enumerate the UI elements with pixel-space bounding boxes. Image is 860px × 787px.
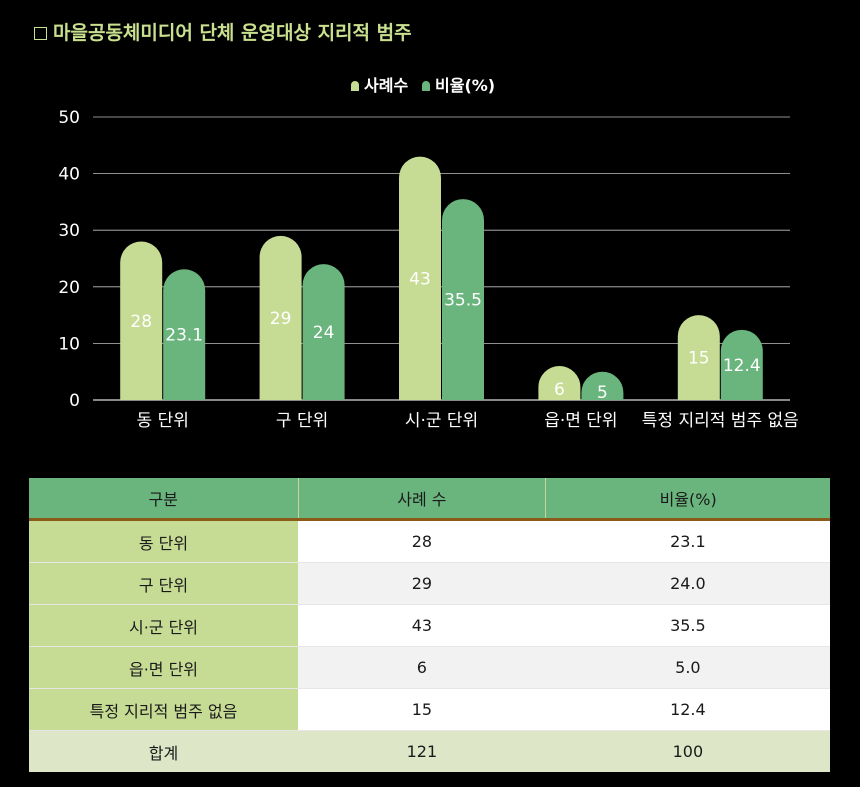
data-label: 15 [688,349,710,369]
bar-count [538,366,581,400]
bar-ratio [302,264,345,400]
legend-swatch [422,81,430,91]
table-row: 동 단위 28 23.1 [29,519,830,563]
data-label: 35.5 [444,291,482,311]
table-cell-category: 읍·면 단위 [29,646,298,689]
table-cell-count: 43 [298,604,546,647]
bar-ratio [581,371,624,400]
y-tick-label: 10 [58,334,80,354]
table-cell-ratio: 5.0 [545,646,830,689]
table-row: 시·군 단위 43 35.5 [29,604,830,647]
page-title: 마을공동체미디어 단체 운영대상 지리적 범주 [34,18,412,45]
data-table: 구분 사례 수 비율(%) 동 단위 28 23.1 구 단위 29 24.0 … [29,478,830,772]
y-tick-label: 30 [58,221,80,241]
y-tick-label: 20 [58,278,80,298]
bar-ratio [442,199,484,400]
table-row: 구 단위 29 24.0 [29,562,830,605]
bar-count [399,156,441,400]
table-total-count: 121 [298,730,546,772]
x-tick-label: 동 단위 [137,411,189,431]
table-header-count: 사례 수 [297,478,546,521]
table-header-ratio: 비율(%) [545,478,830,521]
bar-count [120,241,163,400]
x-tick-label: 시·군 단위 [405,411,478,431]
checkbox-icon [34,27,47,40]
table-row: 특정 지리적 범주 없음 15 12.4 [29,688,830,731]
table-header-row: 구분 사례 수 비율(%) [29,478,830,521]
page-title-text: 마을공동체미디어 단체 운영대상 지리적 범주 [53,22,412,44]
legend-label: 비율(%) [435,76,495,95]
data-label: 29 [270,309,292,329]
y-tick-label: 50 [58,108,80,128]
bar-ratio [163,269,206,400]
data-label: 23.1 [165,326,203,346]
data-label: 5 [597,383,608,403]
table-cell-count: 6 [298,646,546,689]
table-cell-category: 시·군 단위 [29,604,298,647]
data-label: 43 [409,269,431,289]
x-tick-label: 읍·면 단위 [544,411,617,431]
bar-chart: 0 10 20 30 40 50 28 23.1 동 단위 29 24 구 단위 43 35.5 시·군 단… [58,76,799,431]
table-cell-ratio: 12.4 [545,688,830,731]
bar-ratio [720,329,763,400]
x-tick-label: 특정 지리적 범주 없음 [642,411,799,431]
data-label: 6 [554,380,565,400]
table-cell-category: 특정 지리적 범주 없음 [29,688,298,731]
table-cell-ratio: 24.0 [545,562,830,605]
table-cell-ratio: 23.1 [545,519,830,563]
legend-swatch [351,81,359,91]
x-tick-label: 구 단위 [276,411,328,431]
table-cell-count: 28 [298,519,546,563]
table-total-label: 합계 [29,730,298,772]
y-tick-label: 40 [58,165,80,185]
bar-count [677,315,720,400]
legend-label: 사례수 [364,76,408,95]
table-header-category: 구분 [29,478,298,521]
data-label: 28 [130,312,152,332]
data-label: 12.4 [723,356,761,376]
data-label: 24 [313,323,335,343]
table-total-ratio: 100 [545,730,830,772]
table-cell-category: 구 단위 [29,562,298,605]
table-cell-count: 29 [298,562,546,605]
table-cell-count: 15 [298,688,546,731]
y-tick-label: 0 [69,391,80,411]
table-cell-ratio: 35.5 [545,604,830,647]
table-total-row: 합계 121 100 [29,730,830,772]
bar-count [259,235,302,400]
table-cell-category: 동 단위 [29,519,298,563]
table-row: 읍·면 단위 6 5.0 [29,646,830,689]
